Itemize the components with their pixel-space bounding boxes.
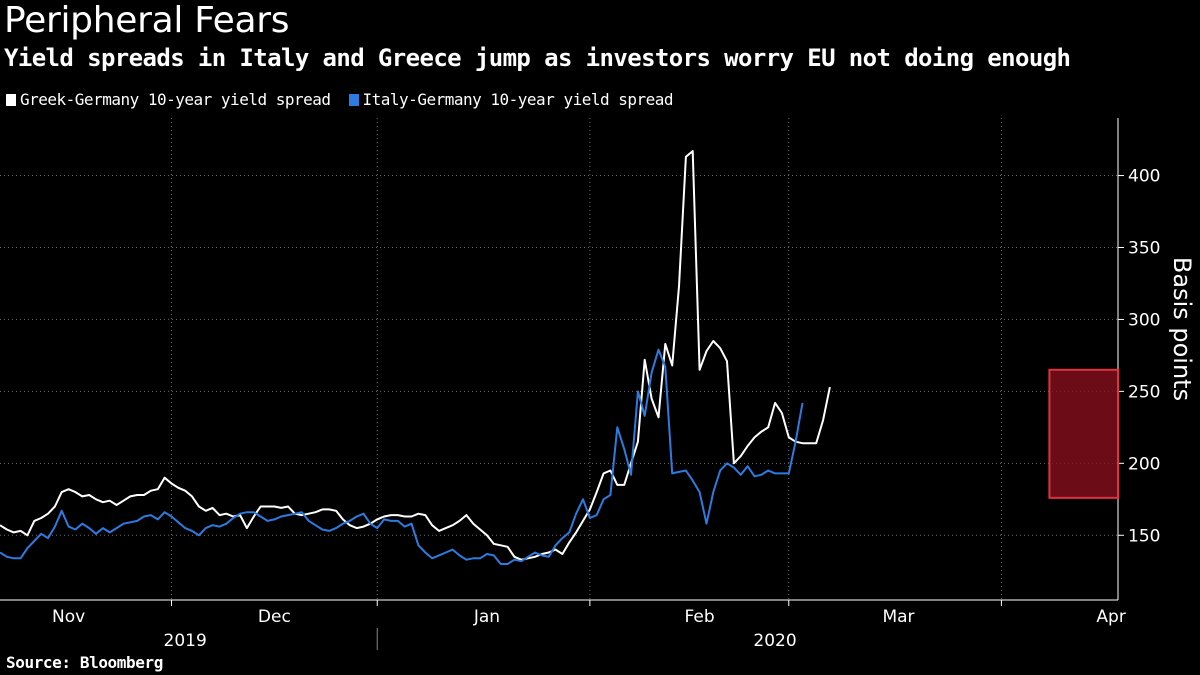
y-tick-label-400: 400 (1128, 167, 1160, 187)
source-note: Source: Bloomberg (6, 653, 163, 672)
y-tick-label-300: 300 (1128, 310, 1160, 330)
chart-title: Peripheral Fears (4, 0, 290, 41)
legend: Greek-Germany 10-year yield spread Italy… (6, 90, 674, 109)
highlight-box (1048, 368, 1119, 499)
year-label-2019: 2019 (164, 631, 207, 651)
x-tick-label-feb: Feb (685, 607, 715, 627)
legend-label-greece: Greek-Germany 10-year yield spread (20, 90, 331, 109)
x-tick-label-dec: Dec (258, 607, 291, 627)
year-label-2020: 2020 (753, 631, 796, 651)
legend-swatch-italy (348, 93, 359, 106)
series-line-greece (0, 150, 831, 561)
x-tick-label-apr: Apr (1096, 607, 1125, 627)
legend-swatch-greece (6, 93, 16, 106)
x-tick-label-mar: Mar (882, 607, 914, 627)
y-axis-title: Basis points (1168, 257, 1196, 401)
y-tick-label-200: 200 (1128, 454, 1160, 474)
y-tick-label-150: 150 (1128, 526, 1160, 546)
series-line-italy (0, 348, 804, 565)
x-tick-label-nov: Nov (52, 607, 85, 627)
y-tick-label-250: 250 (1128, 382, 1160, 402)
legend-item-italy: Italy-Germany 10-year yield spread (348, 90, 674, 109)
legend-label-italy: Italy-Germany 10-year yield spread (362, 90, 674, 109)
legend-item-greece: Greek-Germany 10-year yield spread (6, 90, 331, 109)
y-tick-label-350: 350 (1128, 238, 1160, 258)
chart-subtitle: Yield spreads in Italy and Greece jump a… (4, 44, 1071, 72)
x-tick-label-jan: Jan (473, 607, 500, 627)
